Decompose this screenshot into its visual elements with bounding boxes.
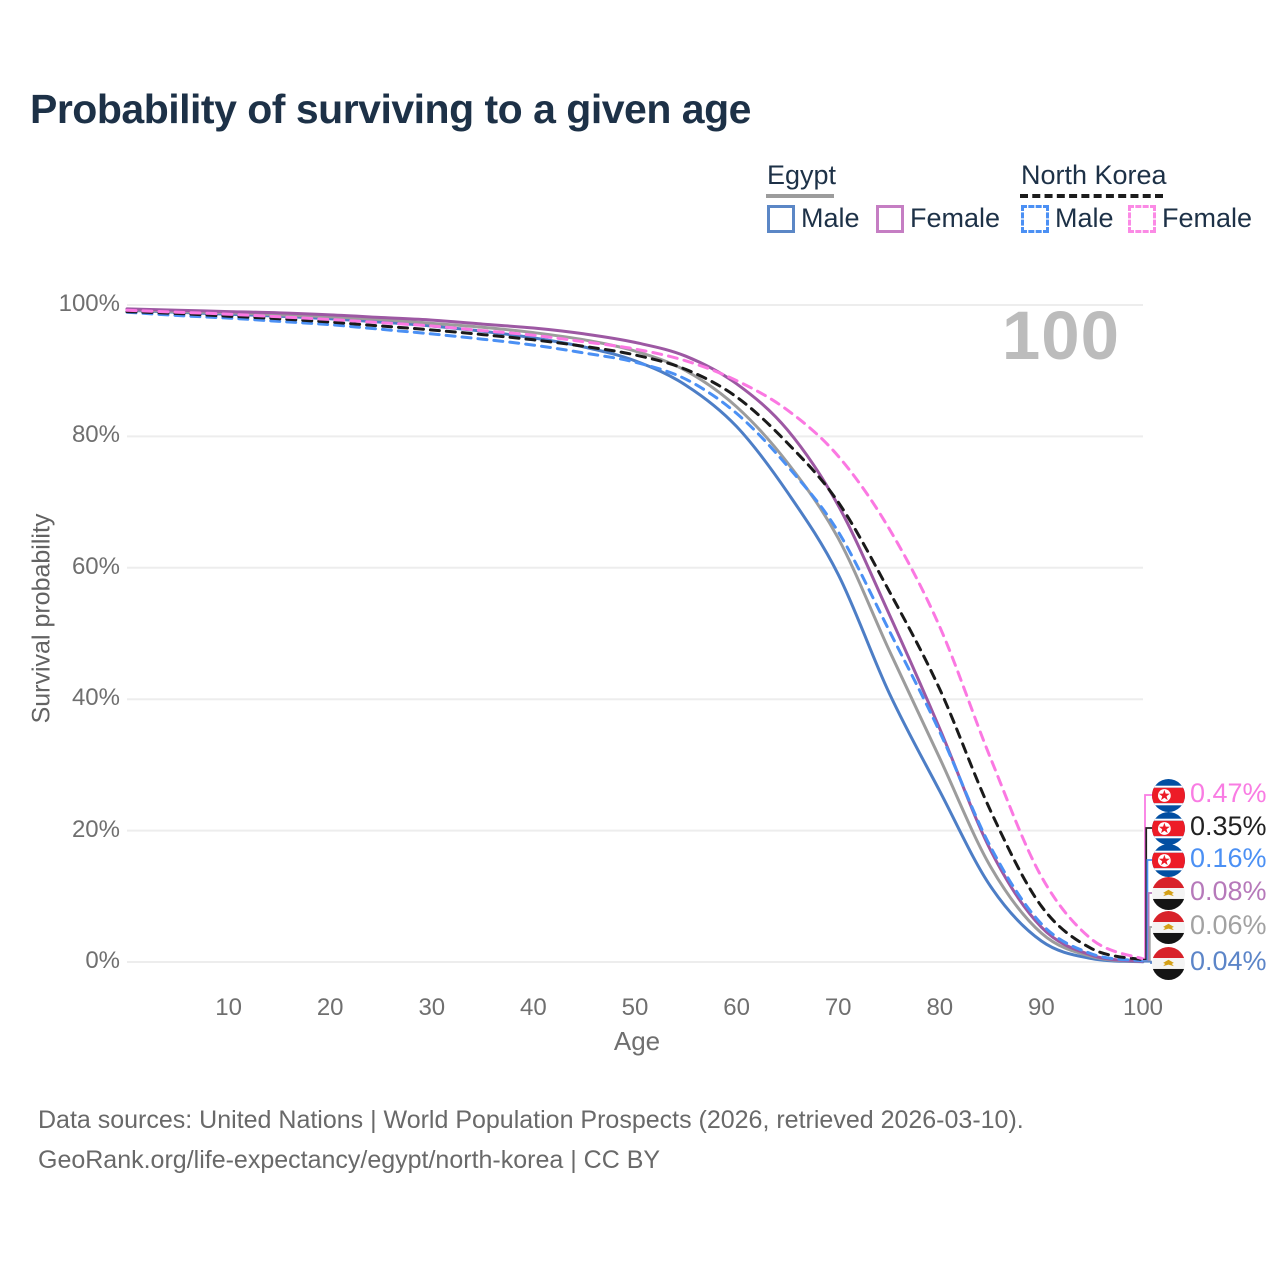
page-title: Probability of surviving to a given age [30,86,751,132]
x-tick-90: 90 [1028,994,1055,1021]
footer-data-sources: Data sources: United Nations | World Pop… [38,1106,1024,1134]
north-korea-flag-icon [1152,779,1185,817]
curve-egypt-female[interactable] [125,307,1145,963]
y-tick-100%: 100% [58,290,120,317]
north-korea-flag-icon [1152,812,1185,850]
end-value-label-north-korea-female: 0.47% [1190,778,1267,808]
end-value-label-egypt-male: 0.04% [1190,946,1267,976]
x-tick-50: 50 [621,994,649,1021]
footer-attribution-link: GeoRank.org/life-expectancy/egypt/north-… [38,1146,661,1174]
legend-swatch-egypt-female[interactable] [876,205,904,233]
legend-group-north-korea-header: North Korea [1021,160,1167,190]
x-tick-100: 100 [1122,994,1164,1021]
x-axis-title: Age [613,1026,661,1056]
y-tick-80%: 80% [71,421,120,449]
legend-swatch-north-korea-female[interactable] [1128,205,1156,233]
legend-item-north-korea-female[interactable]: Female [1162,203,1253,233]
legend-item-egypt-male[interactable]: Male [801,203,860,233]
legend-swatch-egypt-male[interactable] [767,205,795,233]
x-tick-10: 10 [215,994,242,1021]
end-value-label-north-korea-both-sexes: 0.35% [1190,811,1267,841]
egypt-flag-icon [1152,947,1185,985]
curve-egypt-both-sexes[interactable] [125,308,1145,964]
curve-north-korea-female[interactable] [125,308,1145,961]
legend-item-north-korea-male[interactable]: Male [1055,203,1114,233]
x-tick-20: 20 [316,994,344,1021]
egypt-flag-icon [1152,877,1185,915]
end-value-label-north-korea-male: 0.16% [1190,843,1267,873]
age-counter-watermark: 100 [1001,297,1120,374]
north-korea-flag-icon [1152,844,1185,882]
legend-group-egypt-header: Egypt [767,160,837,190]
y-tick-20%: 20% [71,815,120,843]
end-value-label-egypt-both-sexes: 0.06% [1190,910,1267,940]
curve-north-korea-male[interactable] [125,310,1145,963]
legend-egypt-underline-swatch [766,194,834,198]
curve-north-korea-both-sexes[interactable] [125,310,1145,962]
y-tick-0%: 0% [85,947,120,974]
end-label-connector-north-korea-both-sexes [1143,827,1152,961]
x-tick-60: 60 [723,994,750,1021]
end-label-connector-egypt-male [1143,960,1152,964]
egypt-flag-icon [1152,911,1185,949]
legend-item-egypt-female[interactable]: Female [910,203,1001,233]
y-tick-60%: 60% [71,552,120,580]
x-tick-70: 70 [824,994,852,1021]
x-tick-40: 40 [520,994,547,1021]
x-tick-30: 30 [418,994,446,1021]
x-tick-80: 80 [926,994,954,1021]
end-value-label-egypt-female: 0.08% [1190,876,1267,906]
legend-north-korea-underline-swatch [1020,194,1163,198]
legend-swatch-north-korea-male[interactable] [1021,205,1049,233]
y-tick-40%: 40% [71,684,120,712]
